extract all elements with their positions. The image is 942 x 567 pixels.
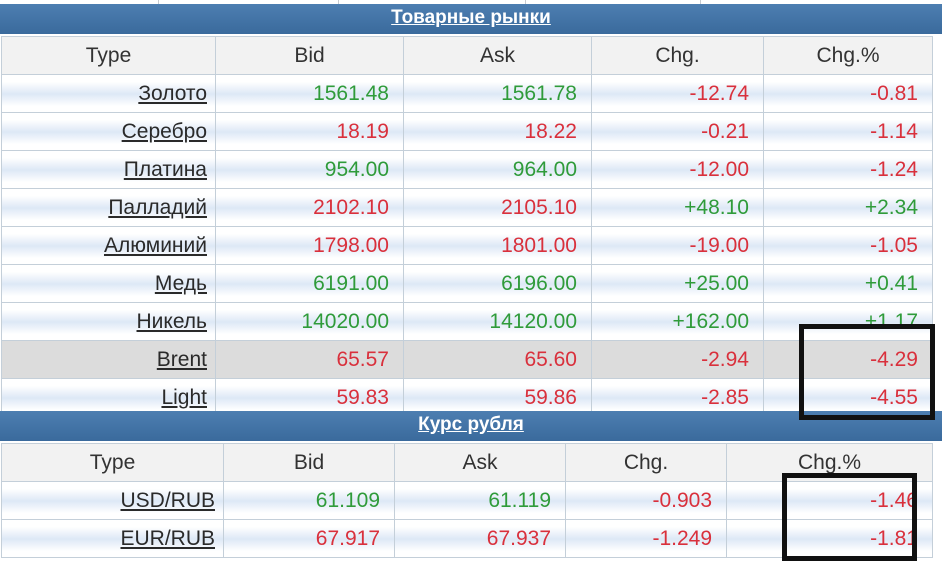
bid-cell: 1798.00	[215, 226, 404, 265]
column-divider	[338, 0, 339, 4]
chg-pct-cell: +2.34	[763, 188, 933, 227]
chg-cell: -12.74	[591, 74, 764, 113]
bid-cell: 61.109	[223, 481, 395, 520]
table-row: Палладий 2102.10 2105.10 +48.10 +2.34	[1, 188, 933, 227]
chg-cell: +162.00	[591, 302, 764, 341]
table-row: Brent 65.57 65.60 -2.94 -4.29	[1, 340, 933, 379]
chg-cell: +48.10	[591, 188, 764, 227]
chg-cell: -0.21	[591, 112, 764, 151]
column-divider	[525, 0, 526, 4]
chg-pct-cell: -1.24	[763, 150, 933, 189]
chg-cell: -0.903	[565, 481, 727, 520]
column-header-bid: Bid	[215, 36, 404, 75]
ruble-header: Курс рубля	[0, 411, 942, 441]
ask-cell: 14120.00	[403, 302, 592, 341]
type-cell: Палладий	[1, 188, 216, 227]
ask-cell: 61.119	[394, 481, 566, 520]
table-row: Никель 14020.00 14120.00 +162.00 +1.17	[1, 302, 933, 341]
instrument-link[interactable]: Медь	[154, 272, 207, 295]
bid-cell: 14020.00	[215, 302, 404, 341]
chg-pct-cell: -1.81	[726, 519, 933, 558]
ask-cell: 2105.10	[403, 188, 592, 227]
table-row: Платина 954.00 964.00 -12.00 -1.24	[1, 150, 933, 189]
chg-pct-cell: -1.14	[763, 112, 933, 151]
instrument-link[interactable]: USD/RUB	[120, 489, 215, 512]
type-cell: Золото	[1, 74, 216, 113]
chg-pct-cell: +0.41	[763, 264, 933, 303]
column-divider	[158, 0, 159, 4]
ruble-table: Type Bid Ask Chg. Chg.% USD/RUB 61.109 61.…	[1, 443, 933, 558]
commodities-title-link[interactable]: Товарные рынки	[391, 7, 551, 28]
chg-cell: -2.85	[591, 378, 764, 417]
type-cell: USD/RUB	[1, 481, 224, 520]
instrument-link[interactable]: Brent	[156, 348, 207, 371]
column-divider	[700, 0, 701, 4]
ask-cell: 67.937	[394, 519, 566, 558]
bid-cell: 6191.00	[215, 264, 404, 303]
instrument-link[interactable]: Серебро	[121, 120, 207, 143]
table-header-row: Type Bid Ask Chg. Chg.%	[1, 443, 933, 482]
bid-cell: 65.57	[215, 340, 404, 379]
top-strip	[0, 0, 942, 4]
bid-cell: 954.00	[215, 150, 404, 189]
chg-cell: -19.00	[591, 226, 764, 265]
ask-cell: 1801.00	[403, 226, 592, 265]
table-row: Золото 1561.48 1561.78 -12.74 -0.81	[1, 74, 933, 113]
column-header-ask: Ask	[394, 443, 566, 482]
ask-cell: 65.60	[403, 340, 592, 379]
type-cell: Медь	[1, 264, 216, 303]
ask-cell: 1561.78	[403, 74, 592, 113]
instrument-link[interactable]: Золото	[138, 82, 207, 105]
column-header-type: Type	[1, 443, 224, 482]
chg-cell: -1.249	[565, 519, 727, 558]
bid-cell: 18.19	[215, 112, 404, 151]
table-row: USD/RUB 61.109 61.119 -0.903 -1.46	[1, 481, 933, 520]
chg-pct-cell: +1.17	[763, 302, 933, 341]
type-cell: Серебро	[1, 112, 216, 151]
instrument-link[interactable]: Платина	[123, 158, 207, 181]
instrument-link[interactable]: EUR/RUB	[120, 527, 215, 550]
chg-pct-cell: -1.46	[726, 481, 933, 520]
chg-pct-cell: -1.05	[763, 226, 933, 265]
table-row: Медь 6191.00 6196.00 +25.00 +0.41	[1, 264, 933, 303]
column-header-chg-pct: Chg.%	[726, 443, 933, 482]
bid-cell: 1561.48	[215, 74, 404, 113]
bid-cell: 2102.10	[215, 188, 404, 227]
chg-pct-cell: -0.81	[763, 74, 933, 113]
table-header-row: Type Bid Ask Chg. Chg.%	[1, 36, 933, 75]
table-row: Light 59.83 59.86 -2.85 -4.55	[1, 378, 933, 417]
chg-cell: -2.94	[591, 340, 764, 379]
type-cell: Платина	[1, 150, 216, 189]
type-cell: Алюминий	[1, 226, 216, 265]
instrument-link[interactable]: Алюминий	[103, 234, 207, 257]
table-row: Алюминий 1798.00 1801.00 -19.00 -1.05	[1, 226, 933, 265]
bid-cell: 67.917	[223, 519, 395, 558]
commodities-table: Type Bid Ask Chg. Chg.% Золото 1561.48 156…	[1, 36, 933, 417]
column-header-ask: Ask	[403, 36, 592, 75]
chg-pct-cell: -4.55	[763, 378, 933, 417]
type-cell: Никель	[1, 302, 216, 341]
ask-cell: 6196.00	[403, 264, 592, 303]
chg-cell: +25.00	[591, 264, 764, 303]
column-header-chg: Chg.	[565, 443, 727, 482]
instrument-link[interactable]: Light	[161, 386, 207, 409]
instrument-link[interactable]: Палладий	[108, 196, 207, 219]
ask-cell: 964.00	[403, 150, 592, 189]
type-cell: Brent	[1, 340, 216, 379]
column-header-bid: Bid	[223, 443, 395, 482]
ruble-title-link[interactable]: Курс рубля	[418, 414, 524, 435]
table-row: Серебро 18.19 18.22 -0.21 -1.14	[1, 112, 933, 151]
column-header-type: Type	[1, 36, 216, 75]
chg-cell: -12.00	[591, 150, 764, 189]
column-header-chg: Chg.	[591, 36, 764, 75]
chg-pct-cell: -4.29	[763, 340, 933, 379]
commodities-header: Товарные рынки	[0, 4, 942, 34]
ask-cell: 18.22	[403, 112, 592, 151]
table-row: EUR/RUB 67.917 67.937 -1.249 -1.81	[1, 519, 933, 558]
column-header-chg-pct: Chg.%	[763, 36, 933, 75]
instrument-link[interactable]: Никель	[136, 310, 208, 333]
type-cell: EUR/RUB	[1, 519, 224, 558]
